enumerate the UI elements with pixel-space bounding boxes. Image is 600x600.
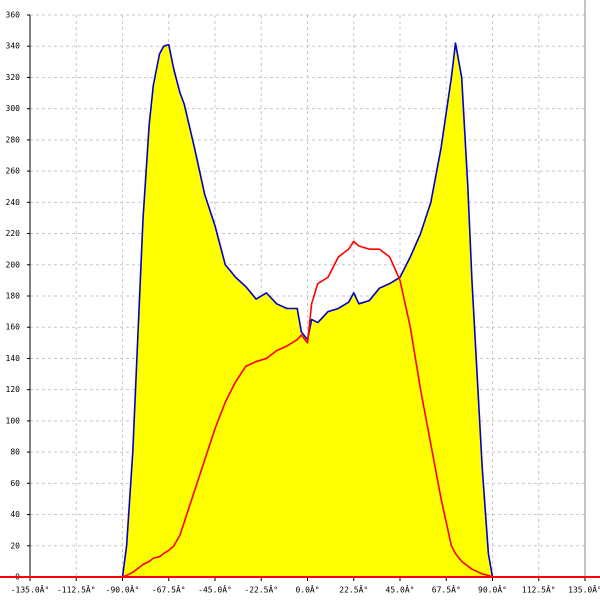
x-tick-label: 135.0Â°: [568, 584, 600, 595]
x-tick-label: 0.0Â°: [295, 584, 319, 595]
y-tick-label: 280: [6, 135, 21, 144]
line: [122, 240, 493, 578]
y-tick-label: 120: [6, 385, 21, 394]
x-tick-label: 67.5Â°: [432, 584, 461, 595]
y-tick-label: 80: [10, 448, 20, 457]
x-tick-label: -135.0Â°: [11, 584, 50, 595]
y-tick-label: 300: [6, 104, 21, 113]
x-tick-label: -22.5Â°: [244, 584, 278, 595]
y-tick-label: 240: [6, 198, 21, 207]
y-tick-label: 180: [6, 292, 21, 301]
y-tick-label: 100: [6, 416, 21, 425]
x-tick-label: -90.0Â°: [106, 584, 140, 595]
y-tick-label: 340: [6, 42, 21, 51]
y-tick-label: 360: [6, 11, 21, 20]
y-tick-label: 260: [6, 167, 21, 176]
x-tick-label: 45.0Â°: [386, 584, 415, 595]
x-tick-label: 112.5Â°: [522, 584, 556, 595]
y-tick-label: 60: [10, 479, 20, 488]
x-tick-label: 90.0Â°: [478, 584, 507, 595]
x-tick-label: -67.5Â°: [152, 584, 186, 595]
y-tick-label: 140: [6, 354, 21, 363]
x-tick-label: 22.5Â°: [339, 584, 368, 595]
y-tick-label: 160: [6, 323, 21, 332]
y-tick-label: 320: [6, 73, 21, 82]
y-tick-label: 40: [10, 510, 20, 519]
y-tick-label: 220: [6, 229, 21, 238]
area: [121, 42, 494, 578]
y-tick-label: 20: [10, 541, 20, 550]
x-tick-label: -45.0Â°: [198, 584, 232, 595]
x-tick-label: -112.5Â°: [57, 584, 96, 595]
y-tick-label: 200: [6, 260, 21, 269]
